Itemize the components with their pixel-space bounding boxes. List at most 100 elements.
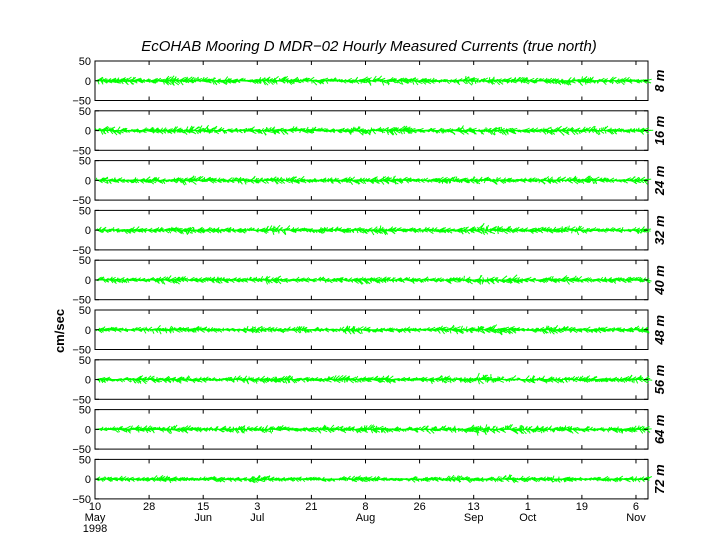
current-vector: [594, 130, 600, 136]
current-vector: [172, 80, 180, 86]
current-vector: [440, 130, 443, 134]
y-tick-label: 0: [85, 175, 91, 187]
current-vector: [388, 177, 391, 181]
current-vector: [284, 230, 286, 235]
current-vector: [185, 126, 189, 131]
current-vector: [183, 180, 187, 185]
current-vector: [577, 130, 581, 135]
current-vector: [194, 176, 196, 181]
y-tick-label: 50: [79, 205, 91, 217]
y-tick-label: 50: [79, 56, 91, 68]
current-vector: [506, 130, 509, 135]
current-vector: [243, 180, 247, 185]
current-vector: [390, 130, 395, 135]
current-vector: [131, 76, 135, 82]
current-vector: [546, 130, 549, 134]
current-vector: [346, 176, 351, 181]
current-vector: [190, 179, 197, 185]
current-vector: [289, 80, 294, 85]
depth-label: 8 m: [652, 69, 667, 92]
current-vector: [617, 80, 620, 84]
current-vector: [150, 126, 153, 131]
current-vector: [109, 130, 114, 135]
current-vector: [609, 130, 615, 135]
current-vector: [396, 80, 402, 85]
current-vector: [357, 130, 364, 136]
current-vector: [163, 80, 170, 86]
current-vector: [513, 77, 517, 82]
current-vector: [523, 77, 527, 82]
current-vector: [291, 80, 295, 84]
panel-2: 50 0 −50 16 m: [72, 106, 667, 158]
current-vectors: [94, 124, 654, 136]
current-vector: [164, 130, 167, 134]
current-vector: [179, 80, 184, 86]
current-vector: [354, 179, 360, 185]
current-vector: [555, 80, 561, 85]
current-vector: [224, 130, 227, 134]
current-vector: [120, 80, 124, 85]
current-vector: [291, 176, 296, 181]
current-vector: [274, 130, 277, 135]
current-vector: [386, 80, 390, 86]
current-vector: [570, 126, 574, 131]
current-vector: [493, 130, 496, 136]
current-vector: [568, 80, 571, 85]
current-vector: [201, 76, 205, 82]
current-vector: [523, 80, 530, 85]
current-vector: [581, 76, 583, 81]
current-vector: [171, 80, 175, 86]
current-vector: [212, 77, 215, 81]
current-vector: [554, 80, 557, 85]
current-vector: [189, 175, 195, 181]
current-vector: [491, 76, 495, 82]
current-vector: [239, 180, 243, 185]
current-vector: [584, 80, 587, 85]
current-vector: [372, 75, 377, 82]
current-vector: [480, 130, 483, 135]
current-vector: [557, 126, 561, 131]
current-vector: [273, 225, 275, 231]
current-vector: [224, 76, 229, 82]
current-vector: [462, 80, 467, 85]
current-vector: [162, 80, 165, 85]
current-vector: [497, 230, 499, 235]
current-vector: [589, 77, 592, 81]
current-vector: [465, 80, 468, 84]
current-vector: [299, 175, 305, 181]
current-vector: [407, 126, 411, 131]
current-vector: [279, 176, 283, 181]
current-vector: [208, 130, 211, 134]
current-vector: [269, 126, 272, 131]
current-vector: [463, 275, 465, 280]
current-vector: [379, 176, 387, 181]
current-vector: [386, 130, 389, 135]
current-vector: [219, 126, 223, 131]
current-vector: [253, 80, 259, 85]
current-vector: [249, 126, 255, 131]
current-vector: [492, 179, 497, 185]
y-tick-label: 50: [79, 156, 91, 168]
current-vector: [603, 126, 607, 131]
current-vector: [104, 126, 108, 131]
current-vector: [275, 80, 278, 85]
current-vector: [174, 126, 179, 131]
current-vector: [176, 80, 181, 84]
current-vector: [272, 76, 279, 82]
y-tick-label: 0: [85, 76, 91, 88]
y-tick-label: −50: [72, 145, 91, 157]
current-vector: [475, 180, 478, 185]
current-vector: [191, 230, 193, 234]
current-vector: [560, 80, 564, 85]
current-vector: [589, 125, 595, 131]
current-vector: [407, 130, 410, 134]
current-vector: [466, 80, 473, 86]
current-vector: [103, 130, 106, 134]
current-vector: [372, 130, 376, 135]
current-vector: [382, 176, 385, 181]
current-vector: [180, 179, 186, 186]
current-vector: [107, 126, 109, 131]
current-vector: [313, 126, 316, 131]
current-vector: [445, 80, 450, 85]
